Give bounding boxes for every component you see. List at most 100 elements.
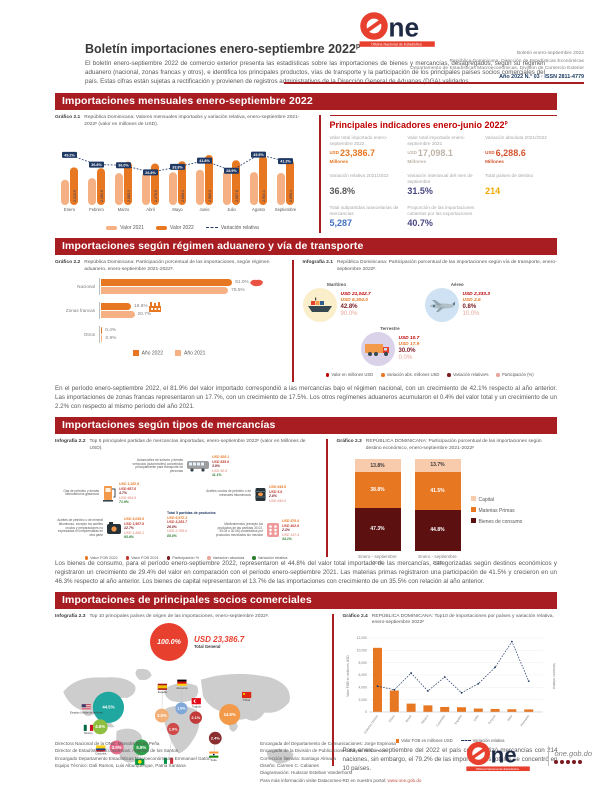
- footer-credit-line: Encargada de la División de Publicacione…: [260, 748, 387, 754]
- legend-ano-2021: Año 2021: [175, 350, 205, 357]
- partidas-legend-item: Valor FOB 2021: [125, 555, 159, 560]
- country-pct: 3.5%: [157, 713, 167, 718]
- in-flag-icon: [209, 751, 219, 759]
- red-divider: [332, 613, 334, 766]
- plane-icon: [429, 300, 455, 313]
- indicator-label: Proporción de las importaciones cubierta…: [407, 204, 475, 216]
- portal-link[interactable]: www.one.gob.do: [387, 777, 422, 783]
- regimen-bars: 0.4% 0.9%: [99, 326, 283, 344]
- x-category-label: Italia: [506, 714, 513, 722]
- one-logo-icon: ne Oficina Nacional de Estadística: [359, 12, 435, 47]
- variation-label: 49.5%: [253, 153, 264, 157]
- grafico-2-2-caption: Gráfico 2.2 República Dominicana: Partici…: [55, 260, 283, 273]
- stacked-x-label: Enero - septiembre 2022: [418, 554, 457, 565]
- legend-variacion: Variación relativa: [205, 225, 259, 231]
- bar-2021: [61, 179, 69, 206]
- transport-legend-item: Participación (%): [496, 372, 534, 377]
- transport-part: 10.0%: [462, 311, 480, 318]
- partidas-total-values: Total 5 partidas de productos USD 6,572.3…: [167, 511, 216, 538]
- partida-name: Aceites de petróleo o de mineral bitumin…: [57, 517, 103, 538]
- us-flag-icon: [81, 704, 91, 711]
- segment-capital: 13.7%: [414, 459, 461, 472]
- indicator-item: Valor total importado enero-septiembre 2…: [407, 135, 479, 164]
- country-pct: 1.9%: [169, 728, 178, 732]
- variation-label: 49.2%: [64, 153, 75, 157]
- bar-value-label: 2,476.5: [154, 190, 158, 202]
- variation-label-box: [224, 167, 239, 174]
- variation-label-box: [197, 157, 212, 164]
- y2-axis-label: Variación relativa: [552, 663, 556, 689]
- destino-legend-item: Materias Primas: [470, 506, 523, 514]
- regimen-row: Zonas francas 18.6% 20.7%: [55, 301, 283, 320]
- partida-item: Gas de petróleo y demás hidrocarburos ga…: [55, 482, 139, 505]
- x-category-label: China: [387, 714, 395, 723]
- country-pct: 14.9%: [224, 712, 236, 717]
- transport-values: USD 21,042.7 USD 6,304.0 42.8% 90.0%: [341, 292, 371, 319]
- partidas-legend: Valor FOB 2022 Valor FOB 2021 Participació…: [55, 555, 317, 560]
- section-monthly: Gráfico 2.1 República Dominicana: Valores…: [55, 114, 557, 233]
- indicator-unit: Millones: [407, 158, 427, 164]
- partidas-legend-item: Variación relativa: [252, 555, 287, 560]
- partida-item: Medicamentos (excepto los productos de l…: [213, 519, 299, 542]
- footer-logo-divider: [548, 746, 550, 767]
- line-marker: [426, 690, 429, 692]
- country-bubble: [219, 704, 241, 726]
- monthly-bar-chart: 2,243.9 Enero 2,193.6 Febrero 2,583.1 Marzo 2,…: [61, 151, 297, 212]
- grafico-2-2-label: Gráfico 2.2: [55, 259, 81, 265]
- footer-credit-line: Corrección literaria: Santiago Almada: [260, 755, 336, 761]
- transport-var-abs: USD 6,304.0: [340, 297, 368, 303]
- indicator-unit: Millones: [329, 158, 349, 164]
- partida-name: Medicamentos (excepto los productos de l…: [215, 521, 263, 538]
- regimen-row: Otros 0.4% 0.9%: [55, 326, 283, 344]
- country-pct: 4.6%: [95, 725, 105, 730]
- grafico-2-1-caption: Gráfico 2.1 República Dominicana: Valores…: [55, 115, 310, 128]
- regimen-category: Zonas francas: [65, 308, 95, 314]
- y-tick-label: 0: [365, 710, 367, 714]
- svg-text:Oficina Nacional de Estadístic: Oficina Nacional de Estadística: [476, 767, 519, 771]
- indicator-item: Variación absoluta 2021/2022 USD6,288.6 Mi…: [485, 135, 557, 164]
- month-label: Abril: [146, 207, 154, 212]
- country-bubble: [208, 732, 222, 746]
- month-label: Febrero: [89, 207, 104, 212]
- grafico-2-4-caption: Gráfico 2.4 REPÚBLICA DOMINICANA: Top10 d…: [343, 614, 558, 627]
- grafico-2-1-title: República Dominicana: Valores mensuales …: [84, 114, 300, 127]
- regimen-bar-año-2022: 81.0%: [101, 279, 283, 287]
- transport-values: USD 2,333.3 USD 2.5 0.8% 10.0%: [463, 292, 490, 319]
- social-dot-icon: [572, 759, 577, 764]
- top10-chart-legend: Valor FOB en millones USD Variación relat…: [343, 738, 558, 743]
- y-tick-label: 6,000: [358, 673, 367, 677]
- grafico-2-3-block: Gráfico 2.3 REPÚBLICA DOMINICANA: Partici…: [337, 439, 558, 565]
- line-marker: [409, 672, 412, 675]
- y-tick-label: 12,000: [356, 636, 366, 640]
- partida-value: USD 576.4: [282, 519, 300, 524]
- banner-monthly-imports: Importaciones mensuales enero-septiembre…: [55, 92, 557, 110]
- transport-circle: [360, 332, 395, 367]
- month-label: Junio: [199, 207, 210, 212]
- partidas-legend-item: Participación %: [166, 555, 199, 560]
- partida-values: USD 576.4 USD 402.6 2.3% USD 147.4 34.1%: [282, 519, 299, 542]
- indicator-unit: Millones: [485, 158, 504, 164]
- header-rule: [284, 82, 584, 84]
- indicator-label: Variación relativa 2021/2022: [329, 172, 389, 178]
- continent-shape: [266, 749, 294, 765]
- variation-line: [376, 640, 529, 694]
- regimen-paragraph: En el período enero-septiembre 2022, el …: [55, 384, 557, 410]
- infografia-2-2-label: Infografía 2.2: [55, 438, 86, 444]
- indicator-label: Valor total importado enero-septiembre 2…: [329, 134, 388, 146]
- partida-values: USD 3,035.9 USD 1,567.8 12.7% USD 1,468.1 93…: [124, 517, 144, 540]
- bar-2022: [97, 168, 105, 206]
- x-category-label: Turquía: [487, 714, 496, 725]
- grafico-2-2-block: Gráfico 2.2 República Dominicana: Partici…: [55, 260, 283, 382]
- regimen-category: Nacional: [77, 284, 95, 290]
- segment-materias-primas: 41.5%: [414, 471, 461, 510]
- transport-legend-item: Valor en millones USD: [325, 372, 373, 377]
- country-bar: [490, 709, 500, 713]
- bar-2021: [142, 172, 150, 206]
- country-pct: 2.1%: [191, 716, 200, 720]
- bar-value-label: 2,983.2: [208, 190, 212, 202]
- month-label: Marzo: [118, 207, 130, 212]
- partida-value: 4.7%: [119, 491, 127, 496]
- country-pct: 3.5%: [112, 745, 122, 750]
- transport-mode-name: Terrestre: [380, 326, 400, 332]
- bar-2021: [223, 170, 231, 206]
